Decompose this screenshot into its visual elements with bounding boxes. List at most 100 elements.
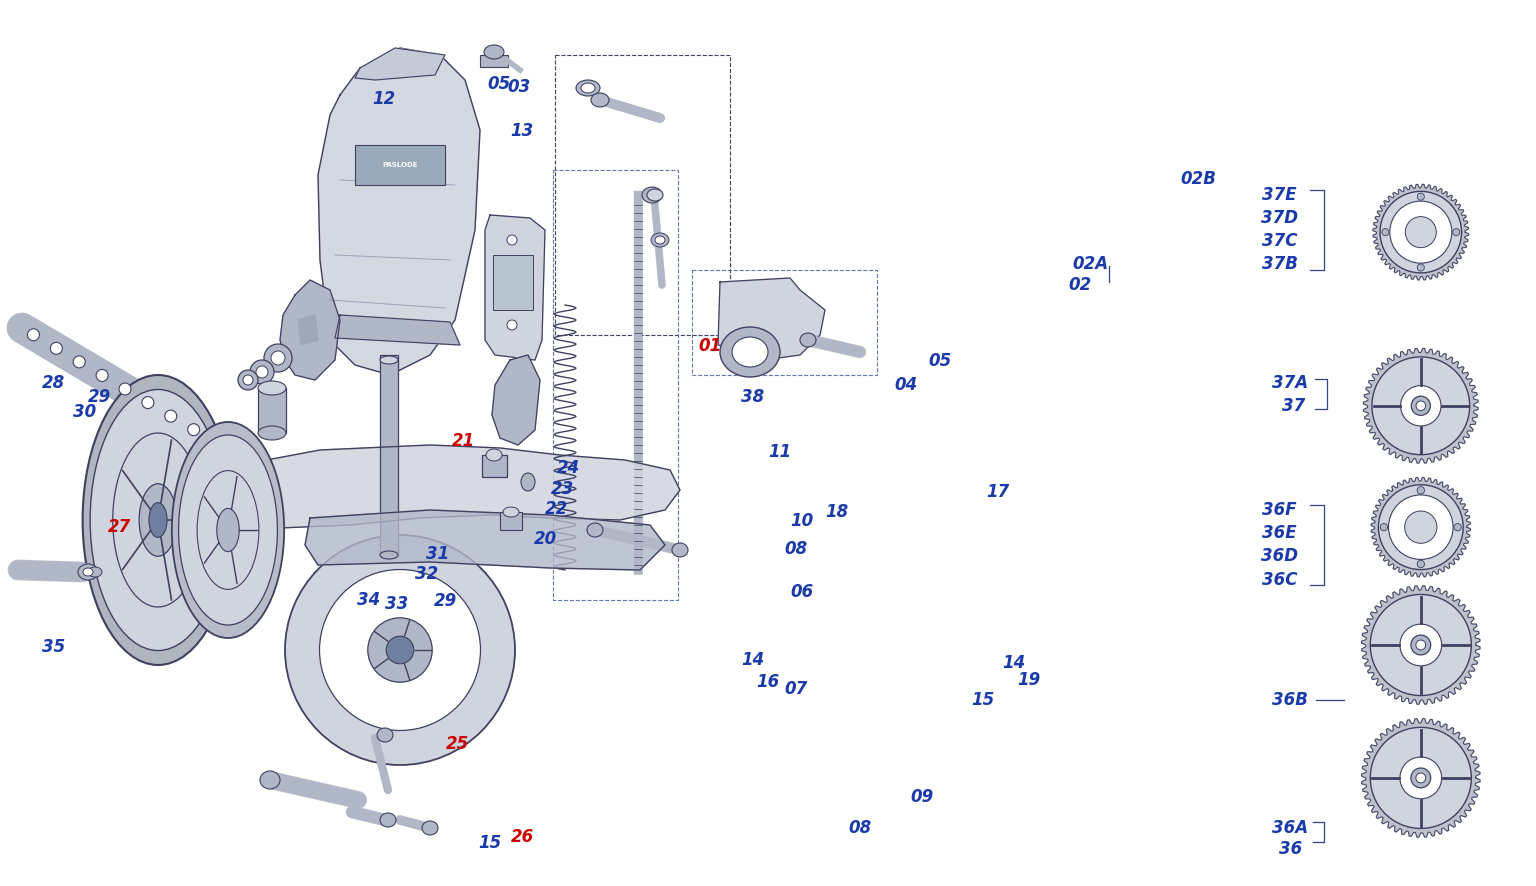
Text: 32: 32 — [415, 565, 439, 583]
Ellipse shape — [83, 568, 94, 576]
Ellipse shape — [172, 422, 284, 638]
Text: 02A: 02A — [1072, 255, 1109, 273]
Text: 37C: 37C — [1261, 232, 1298, 250]
Ellipse shape — [51, 342, 63, 354]
Ellipse shape — [376, 728, 393, 742]
Bar — [493, 255, 533, 310]
Ellipse shape — [1399, 757, 1442, 799]
Ellipse shape — [1381, 524, 1387, 531]
Text: 34: 34 — [356, 591, 381, 609]
Ellipse shape — [28, 329, 40, 341]
Ellipse shape — [507, 235, 518, 245]
Ellipse shape — [187, 424, 200, 436]
Ellipse shape — [238, 370, 258, 390]
Text: 24: 24 — [556, 459, 581, 477]
Ellipse shape — [379, 551, 398, 559]
Ellipse shape — [386, 636, 413, 664]
Ellipse shape — [178, 435, 278, 625]
Ellipse shape — [91, 390, 226, 650]
Ellipse shape — [97, 369, 108, 382]
Ellipse shape — [587, 523, 604, 537]
Ellipse shape — [78, 564, 98, 580]
Ellipse shape — [1370, 595, 1471, 696]
Ellipse shape — [800, 333, 816, 347]
Ellipse shape — [642, 187, 662, 203]
Ellipse shape — [1379, 191, 1462, 273]
Ellipse shape — [720, 327, 780, 377]
Text: 25: 25 — [445, 735, 470, 753]
Ellipse shape — [379, 356, 398, 364]
Text: 29: 29 — [88, 388, 112, 406]
Ellipse shape — [140, 484, 177, 556]
Text: 21: 21 — [452, 432, 476, 450]
Polygon shape — [224, 445, 680, 528]
Polygon shape — [298, 315, 318, 345]
Ellipse shape — [673, 543, 688, 557]
Ellipse shape — [1412, 768, 1430, 788]
Text: 22: 22 — [544, 501, 568, 518]
Polygon shape — [306, 510, 665, 570]
Bar — [501, 512, 522, 530]
Text: PASLODE: PASLODE — [382, 162, 418, 168]
Text: 26: 26 — [510, 828, 535, 846]
Text: 37E: 37E — [1263, 186, 1296, 204]
Ellipse shape — [1418, 486, 1424, 494]
Text: 15: 15 — [478, 835, 502, 852]
Ellipse shape — [258, 381, 286, 395]
Ellipse shape — [521, 473, 535, 491]
Polygon shape — [1364, 348, 1478, 463]
Polygon shape — [1361, 586, 1481, 704]
Ellipse shape — [654, 236, 665, 244]
Text: 11: 11 — [768, 443, 793, 461]
Ellipse shape — [484, 45, 504, 59]
Ellipse shape — [502, 507, 519, 517]
Ellipse shape — [164, 410, 177, 422]
Ellipse shape — [197, 470, 260, 589]
Ellipse shape — [74, 356, 84, 368]
Polygon shape — [1373, 184, 1468, 280]
Ellipse shape — [258, 426, 286, 440]
Bar — [355, 145, 445, 185]
Ellipse shape — [1416, 773, 1425, 783]
Text: 14: 14 — [740, 651, 765, 669]
Bar — [479, 55, 508, 67]
Text: 04: 04 — [894, 377, 919, 394]
Ellipse shape — [651, 233, 670, 247]
Bar — [693, 270, 877, 375]
Ellipse shape — [264, 344, 292, 372]
Text: 12: 12 — [372, 90, 396, 108]
Text: 35: 35 — [41, 638, 66, 656]
Text: 29: 29 — [433, 592, 458, 610]
Text: 16: 16 — [756, 673, 780, 691]
Text: 18: 18 — [825, 503, 849, 521]
Text: 03: 03 — [507, 78, 531, 96]
Bar — [553, 170, 677, 600]
Ellipse shape — [647, 189, 664, 201]
Ellipse shape — [1412, 396, 1430, 416]
Text: 15: 15 — [971, 691, 995, 709]
Text: 27: 27 — [108, 518, 132, 536]
Polygon shape — [485, 215, 545, 360]
Polygon shape — [318, 48, 479, 375]
Text: 37: 37 — [1281, 397, 1306, 415]
Polygon shape — [717, 278, 825, 358]
Ellipse shape — [1418, 560, 1424, 568]
Text: 05: 05 — [487, 75, 511, 93]
Text: 10: 10 — [790, 512, 814, 530]
Ellipse shape — [1453, 229, 1459, 236]
Text: 01: 01 — [697, 337, 722, 354]
Ellipse shape — [581, 83, 594, 93]
Ellipse shape — [1416, 401, 1425, 410]
Polygon shape — [355, 48, 445, 80]
Text: 36: 36 — [1278, 840, 1303, 858]
Ellipse shape — [210, 437, 223, 449]
Text: 36E: 36E — [1263, 525, 1296, 542]
Bar — [258, 388, 286, 433]
Ellipse shape — [733, 337, 768, 367]
Polygon shape — [280, 280, 339, 380]
Bar — [379, 355, 398, 555]
Ellipse shape — [257, 366, 267, 378]
Ellipse shape — [88, 567, 101, 577]
Ellipse shape — [250, 360, 273, 384]
Text: 30: 30 — [72, 403, 97, 421]
